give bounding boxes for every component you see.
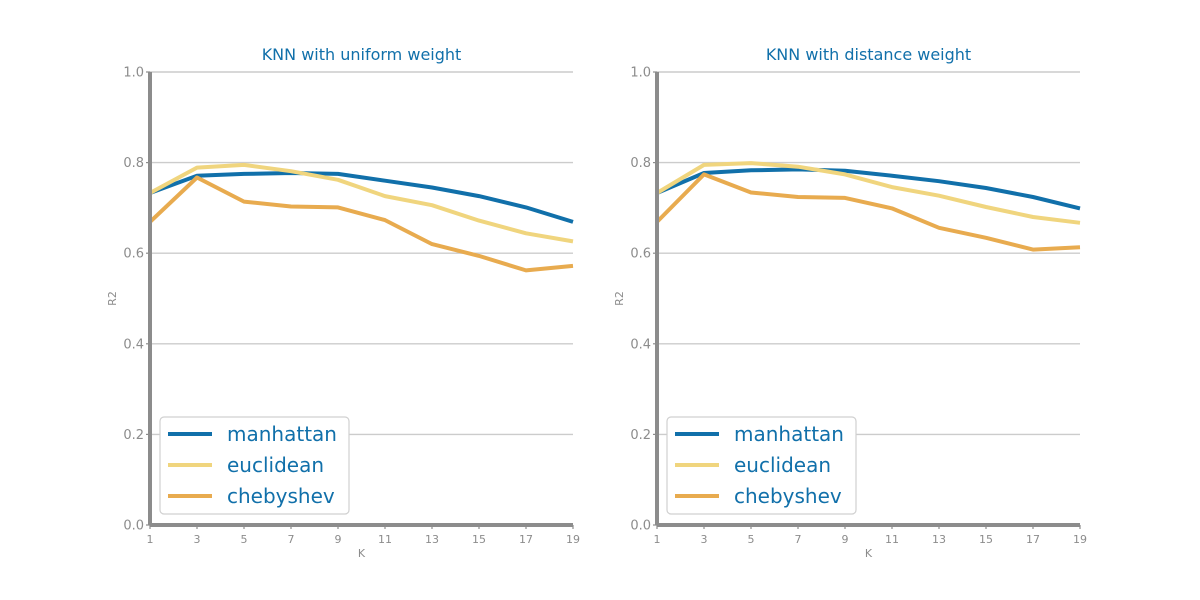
y-tick-label: 1.0	[123, 66, 144, 81]
y-tick-label: 0.4	[630, 337, 651, 352]
chart-title: KNN with uniform weight	[262, 45, 462, 64]
x-tick-label: 13	[425, 533, 439, 546]
x-tick-label: 11	[378, 533, 392, 546]
legend: manhattan euclidean chebyshev	[666, 416, 857, 515]
x-tick-label: 1	[147, 533, 154, 546]
legend-box	[159, 416, 350, 515]
x-tick-label: 7	[795, 533, 802, 546]
y-tick-label: 0.8	[123, 156, 144, 171]
series-line-chebyshev	[148, 175, 574, 273]
legend-label: manhattan	[734, 422, 844, 446]
series-line-chebyshev	[655, 172, 1081, 252]
y-tick-label: 0.2	[123, 428, 144, 443]
series-line-manhattan	[656, 167, 1081, 211]
x-tick-label: 11	[885, 533, 899, 546]
series-line-euclidean	[655, 161, 1081, 225]
legend-label: euclidean	[227, 453, 324, 477]
y-tick-label: 1.0	[630, 66, 651, 81]
legend: manhattan euclidean chebyshev	[159, 416, 350, 515]
legend-label: chebyshev	[734, 484, 842, 508]
y-tick-label: 0.0	[630, 519, 651, 534]
y-tick-label: 0.4	[123, 337, 144, 352]
x-tick-label: 15	[472, 533, 486, 546]
x-tick-label: 3	[194, 533, 201, 546]
x-tick-label: 17	[1026, 533, 1040, 546]
series-line-manhattan	[149, 171, 574, 224]
x-tick-label: 3	[701, 533, 708, 546]
x-tick-label: 5	[748, 533, 755, 546]
y-axis-label: R2	[106, 291, 119, 306]
legend-label: euclidean	[734, 453, 831, 477]
y-tick-label: 0.8	[630, 156, 651, 171]
x-tick-label: 13	[932, 533, 946, 546]
x-axis-label: K	[358, 547, 366, 560]
x-tick-label: 1	[654, 533, 661, 546]
x-tick-label: 19	[1073, 533, 1087, 546]
legend-box	[666, 416, 857, 515]
x-tick-label: 5	[241, 533, 248, 546]
x-tick-label: 7	[288, 533, 295, 546]
series-line-euclidean	[149, 162, 574, 244]
y-tick-label: 0.6	[630, 247, 651, 262]
chart-title: KNN with distance weight	[766, 45, 971, 64]
y-tick-label: 0.6	[123, 247, 144, 262]
x-tick-label: 17	[519, 533, 533, 546]
x-axis-label: K	[865, 547, 873, 560]
legend-label: chebyshev	[227, 484, 335, 508]
y-tick-label: 0.0	[123, 519, 144, 534]
x-tick-label: 9	[335, 533, 342, 546]
x-tick-label: 15	[979, 533, 993, 546]
y-axis-label: R2	[613, 291, 626, 306]
x-tick-label: 19	[566, 533, 580, 546]
y-tick-label: 0.2	[630, 428, 651, 443]
legend-label: manhattan	[227, 422, 337, 446]
x-tick-label: 9	[842, 533, 849, 546]
